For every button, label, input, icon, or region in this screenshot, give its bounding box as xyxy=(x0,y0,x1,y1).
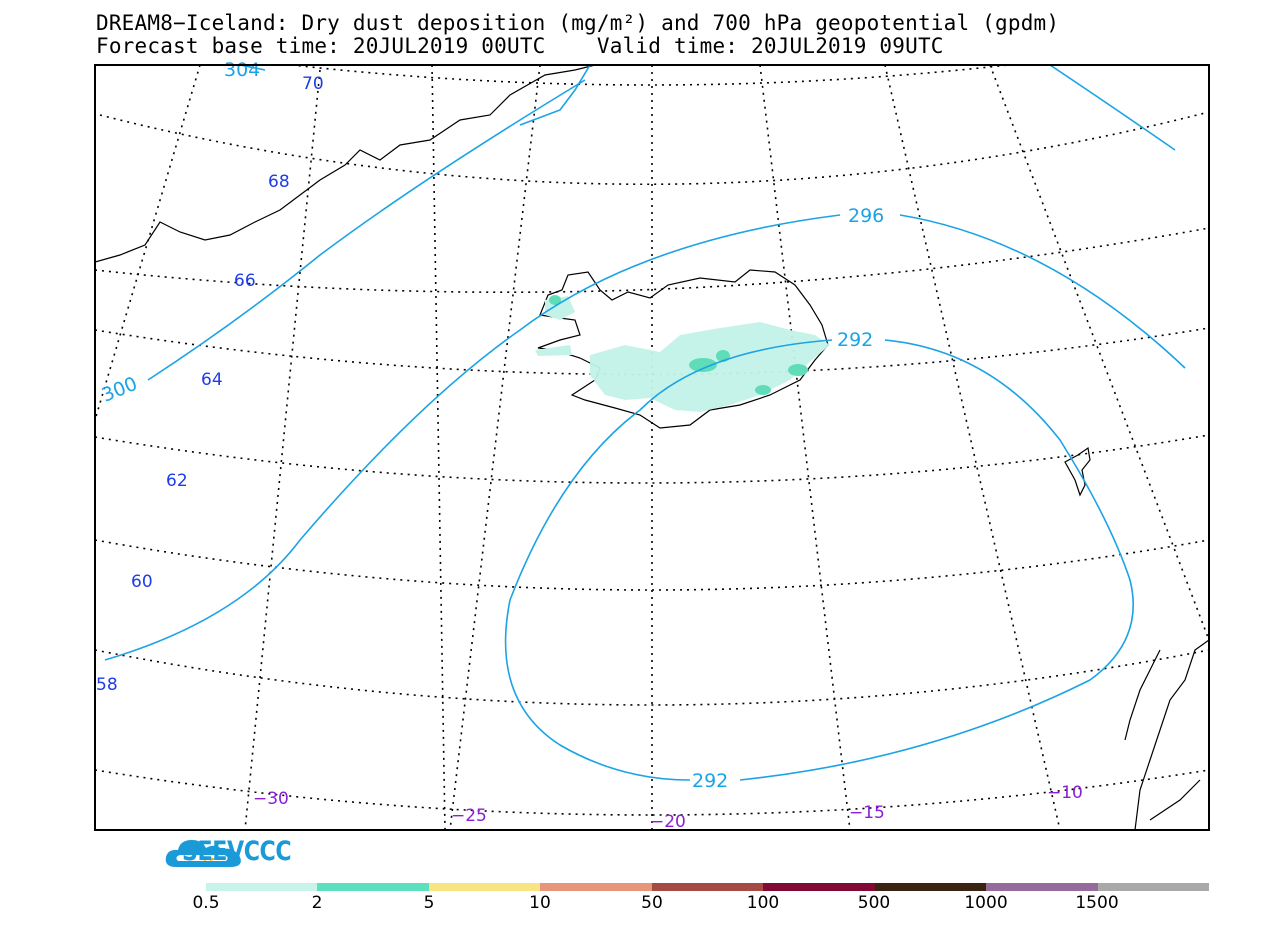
colorbar-swatch xyxy=(763,883,875,891)
contour-292 xyxy=(504,339,1134,781)
contour-label-296: 296 xyxy=(848,205,884,227)
colorbar-swatch xyxy=(428,883,541,891)
chart-subtitle: Forecast base time: 20JUL2019 00UTC Vali… xyxy=(96,34,944,58)
colorbar-tick: 5 xyxy=(423,893,435,913)
colorbar-tick: 1500 xyxy=(1075,893,1119,913)
brand-name: SEEVCCC xyxy=(182,836,292,867)
map-frame xyxy=(94,64,1210,831)
colorbar-tick: 50 xyxy=(641,893,663,913)
contour-label-292-bottom: 292 xyxy=(692,770,728,792)
lat-label-62: 62 xyxy=(166,471,188,491)
longitude-gridlines xyxy=(95,65,1209,830)
colorbar-swatch xyxy=(317,883,429,891)
lon-label-neg25: −25 xyxy=(451,806,487,826)
cloud-logo-icon xyxy=(165,840,241,867)
contour-label-292-top: 292 xyxy=(837,329,873,351)
colorbar-swatch xyxy=(540,883,652,891)
colorbar-tick: 100 xyxy=(746,893,780,913)
colorbar-tick: 0.5 xyxy=(192,893,220,913)
colorbar-ticks: 0.5 2 5 10 50 100 500 1000 1500 xyxy=(0,893,1271,917)
contour-label-304: 304 xyxy=(224,59,260,81)
contour-300-north xyxy=(147,79,586,381)
colorbar-tick: 1000 xyxy=(964,893,1008,913)
deposition-mid xyxy=(689,358,717,372)
lon-label-neg20: −20 xyxy=(650,812,686,832)
colorbar xyxy=(206,883,1209,891)
colorbar-swatch xyxy=(986,883,1098,891)
lon-label-neg30: −30 xyxy=(253,789,289,809)
lat-label-58: 58 xyxy=(96,675,118,695)
deposition-low-snaefells xyxy=(535,345,572,356)
greenland-coastline xyxy=(95,65,596,263)
deposition-mid xyxy=(549,295,561,305)
lat-label-60: 60 xyxy=(131,572,153,592)
contour-296 xyxy=(104,214,1186,661)
colorbar-swatch xyxy=(206,883,318,891)
lat-label-64: 64 xyxy=(201,370,223,390)
lon-label-neg15: −15 xyxy=(849,803,885,823)
colorbar-swatch xyxy=(874,883,987,891)
colorbar-swatch xyxy=(1097,883,1209,891)
lat-label-66: 66 xyxy=(234,271,256,291)
lon-label-neg10: −10 xyxy=(1047,783,1083,803)
latitude-gridlines xyxy=(95,65,1209,816)
colorbar-tick: 10 xyxy=(529,893,551,913)
lat-label-68: 68 xyxy=(268,172,290,192)
colorbar-swatch xyxy=(651,883,764,891)
deposition-mid xyxy=(755,385,771,395)
lat-label-70: 70 xyxy=(302,74,324,94)
deposition-mid xyxy=(788,364,808,376)
contour-ne xyxy=(1049,65,1176,151)
colorbar-tick: 500 xyxy=(857,893,891,913)
colorbar-tick: 2 xyxy=(311,893,323,913)
contour-label-300: 300 xyxy=(99,373,141,407)
contour-304 xyxy=(239,65,591,126)
faroe-coastline xyxy=(1064,446,1091,497)
chart-title: DREAM8−Iceland: Dry dust deposition (mg/… xyxy=(96,11,1060,35)
scotland-coastline xyxy=(1124,639,1209,830)
geopotential-contours xyxy=(104,65,1186,781)
